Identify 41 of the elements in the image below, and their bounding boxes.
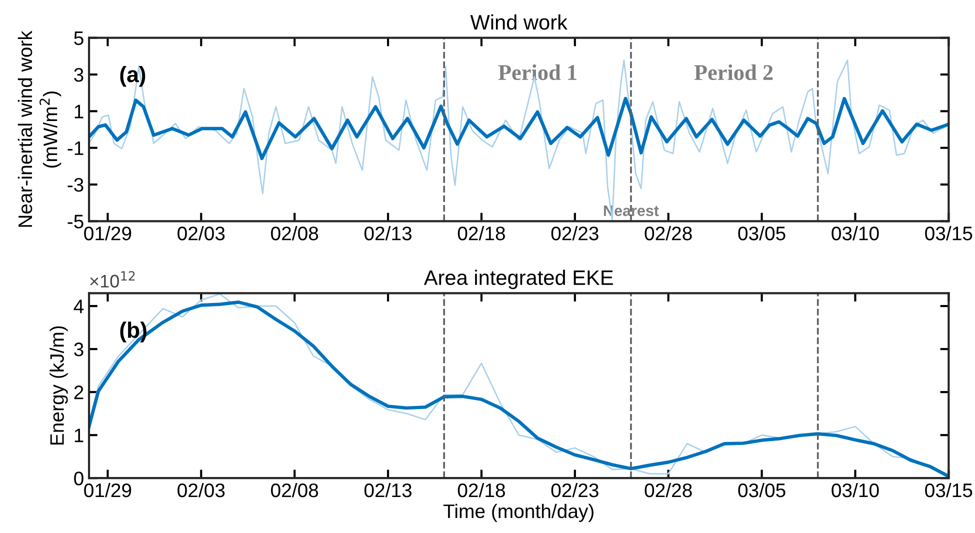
y-tick-label: -5 (68, 214, 84, 228)
x-tick-label: 02/28 (644, 482, 692, 498)
y-tick-label: 1 (74, 104, 84, 118)
x-tick-label: 01/29 (84, 226, 132, 240)
text: ×10$^{12}$ (90, 271, 135, 288)
annotation: (b) (120, 322, 146, 342)
y-axis-title: Near-inertial wind work (mW/m$^{2}$) (18, 30, 62, 227)
chart-title: Wind work (470, 14, 568, 30)
x-tick-label: 02/03 (178, 226, 225, 240)
chart-title: Area integrated EKE (424, 270, 613, 290)
y-tick-label: 1 (74, 428, 84, 442)
x-tick-label: 02/23 (551, 226, 598, 240)
annotation: Period 2 (694, 64, 773, 80)
x-tick-label: 02/13 (364, 226, 412, 240)
x-tick-label: 03/15 (925, 482, 972, 498)
x-tick-label: 03/05 (738, 482, 786, 498)
x-tick-label: 02/18 (458, 226, 505, 240)
y-tick-label: 0 (74, 472, 84, 486)
y-tick-label: 3 (74, 68, 84, 82)
x-tick-label: 03/15 (925, 226, 972, 240)
y-tick-label: -1 (68, 142, 84, 155)
x-tick-label: 02/13 (364, 482, 412, 498)
annotation: (a) (120, 66, 146, 87)
x-tick-label: 02/28 (644, 226, 692, 240)
y-tick-label: 2 (74, 386, 84, 400)
y-axis-title: Energy (kJ/m) (50, 326, 68, 445)
x-tick-label: 02/08 (271, 482, 318, 498)
x-tick-label: 03/10 (832, 482, 879, 498)
y-tick-label: 3 (74, 342, 84, 356)
x-tick-label: 03/05 (738, 226, 786, 240)
x-tick-label: 02/23 (551, 482, 598, 498)
y-tick-label: -3 (68, 178, 84, 192)
annotation: Period 1 (498, 64, 576, 80)
y-tick-label: 5 (74, 32, 84, 46)
x-tick-label: 03/10 (832, 226, 879, 240)
x-tick-label: 02/08 (271, 226, 318, 240)
x-tick-label: 02/03 (178, 482, 225, 498)
y-tick-label: 4 (74, 300, 84, 314)
x-axis-title: Time (month/day) (443, 504, 594, 522)
x-tick-label: 01/29 (84, 482, 132, 498)
x-tick-label: 02/18 (458, 482, 505, 498)
